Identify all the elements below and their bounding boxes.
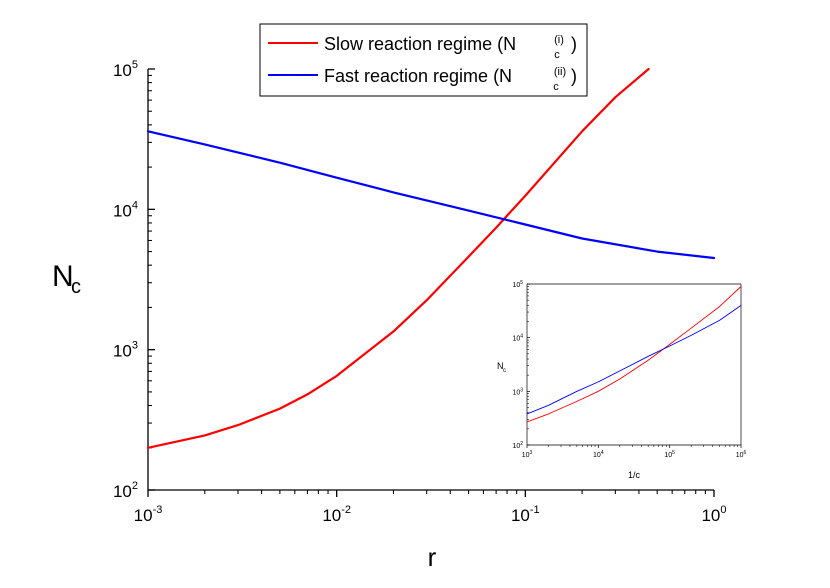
main-y-tick-label: 105 [113,59,138,80]
inset-x-tick-label: 106 [736,450,747,459]
inset-series-line-1 [526,304,742,415]
main-series [146,67,716,449]
legend-label-slow-end: ) [571,34,577,54]
inset-series-line-0 [526,286,742,423]
legend-label-fast-end: ) [571,66,577,86]
x-axis-label: r [428,542,437,572]
legend-entry-slow: Slow reaction regime (N (i) c ) [268,34,577,61]
inset-x-tick-label: 105 [664,450,675,459]
main-y-tick-label: 104 [113,199,138,220]
legend-label-slow: Slow reaction regime (N [324,34,516,54]
legend-label-slow-main: Slow reaction regime (N [324,34,516,54]
inset-series [526,286,742,423]
main-x-tick-label: 10-2 [322,504,351,525]
legend-label-fast-main: Fast reaction regime (N [324,66,512,86]
inset-y-tick-label: 102 [512,441,523,450]
legend-box [259,23,588,97]
main-series-line-0 [146,67,650,449]
main-series-line-1 [146,130,716,260]
main-y-tick-label: 102 [113,480,138,501]
legend-label-fast: Fast reaction regime (N [324,66,512,86]
y-axis-label: N c [52,260,81,298]
legend-label-slow-sup: (i) [554,34,564,46]
inset-y-axis-label-sub: c [503,368,506,374]
legend: Slow reaction regime (N (i) c ) Fast rea… [259,23,588,97]
inset-y-axis-label: N c [497,361,506,374]
y-axis-label-main: N [52,260,74,293]
inset-x-tick-label: 104 [593,450,604,459]
main-x-tick-label: 10-3 [134,504,163,525]
main-x-tick-label: 100 [701,504,726,525]
inset-x-axis-label: 1/c [628,470,641,480]
inset-y-tick-label: 103 [512,387,523,396]
legend-label-fast-sub: c [553,81,559,93]
inset-x-tick-label: 103 [522,450,533,459]
y-axis-label-sub: c [71,276,81,298]
legend-label-slow-sub: c [554,49,560,61]
inset-y-axis-label-main: N [497,361,504,371]
legend-entry-fast: Fast reaction regime (N (ii) c ) [268,66,577,93]
main-x-tick-label: 10-1 [511,504,540,525]
legend-label-fast-sup: (ii) [554,66,566,78]
inset-y-tick-label: 105 [512,280,523,289]
main-y-tick-label: 103 [113,340,138,361]
inset-y-tick-label: 104 [512,334,523,343]
